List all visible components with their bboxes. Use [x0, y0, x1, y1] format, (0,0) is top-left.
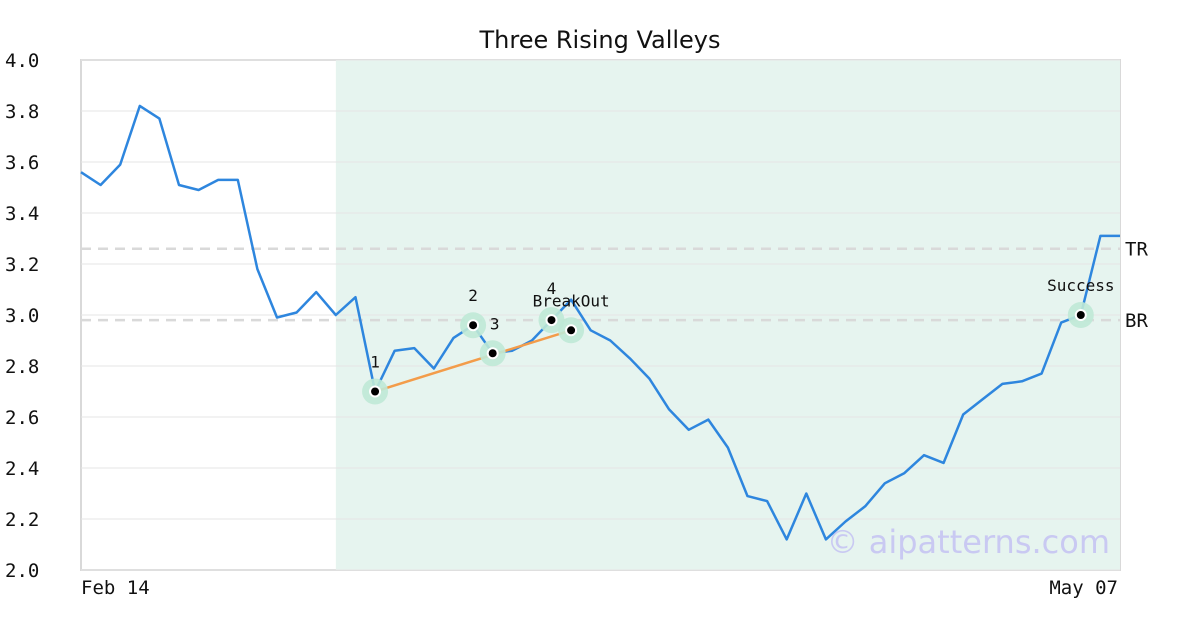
pattern-marker-1	[369, 385, 382, 398]
pattern-marker-success	[1074, 309, 1087, 321]
y-tick-label: 3.0	[5, 305, 39, 327]
x-tick-label-end: May 07	[1049, 577, 1118, 599]
chart-title: Three Rising Valleys	[478, 26, 720, 54]
valley-trendline	[374, 329, 572, 393]
watermark: © aipatterns.com	[827, 523, 1110, 561]
pattern-marker-4	[545, 314, 558, 327]
pattern-marker-2	[467, 319, 480, 332]
y-tick-label: 2.8	[5, 356, 39, 378]
series-layer	[80, 104, 1120, 541]
price-line	[80, 104, 1120, 541]
pattern-label-success: Success	[1047, 276, 1114, 295]
y-tick-label: 2.6	[5, 407, 39, 429]
y-tick-label: 3.2	[5, 254, 39, 276]
pattern-label-4: 4	[547, 279, 557, 298]
axes-layer: 2.0 2.2 2.4 2.6 2.8 3.0 3.2 3.4 3.6 3.8 4.0 Feb 14 M…	[5, 50, 1118, 599]
pattern-marker-breakout	[565, 324, 578, 337]
y-tick-label: 2.2	[5, 509, 39, 531]
y-tick-label: 3.4	[5, 203, 39, 225]
pattern-label-breakout: BreakOut	[533, 291, 610, 310]
grid-layer	[81, 59, 1120, 571]
pattern-label-1: 1	[370, 353, 380, 372]
y-tick-label: 2.0	[5, 560, 39, 582]
pattern-label-2: 2	[468, 286, 478, 305]
y-tick-label: 2.4	[5, 458, 39, 480]
x-tick-label-start: Feb 14	[81, 577, 150, 599]
pattern-marker-3	[486, 347, 499, 360]
y-tick-label: 3.6	[5, 152, 39, 174]
level-label-br: BR	[1125, 310, 1148, 332]
y-tick-label: 3.8	[5, 101, 39, 123]
level-label-tr: TR	[1125, 239, 1148, 261]
pattern-label-3: 3	[490, 314, 500, 333]
y-tick-label: 4.0	[5, 50, 39, 72]
